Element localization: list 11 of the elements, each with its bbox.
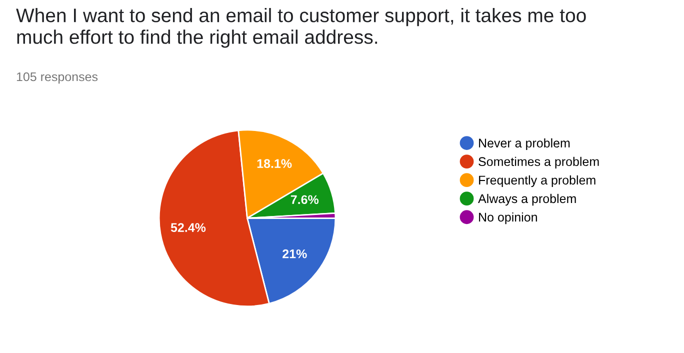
data-label: 18.1% (257, 159, 292, 168)
data-label: 21% (282, 249, 307, 258)
legend-label: Sometimes a problem (478, 156, 599, 169)
chart-title: When I want to send an email to customer support, it takes me too much effort to find the right email address. (16, 8, 586, 48)
legend-label: Always a problem (478, 194, 576, 206)
legend-label: Never a problem (479, 138, 570, 150)
legend-label: No opinion (479, 212, 537, 224)
data-label: 52.4% (170, 223, 206, 232)
data-label: 7.6% (290, 195, 319, 204)
text: 105 responses (16, 72, 98, 84)
legend-label: Frequently a problem (479, 175, 596, 188)
